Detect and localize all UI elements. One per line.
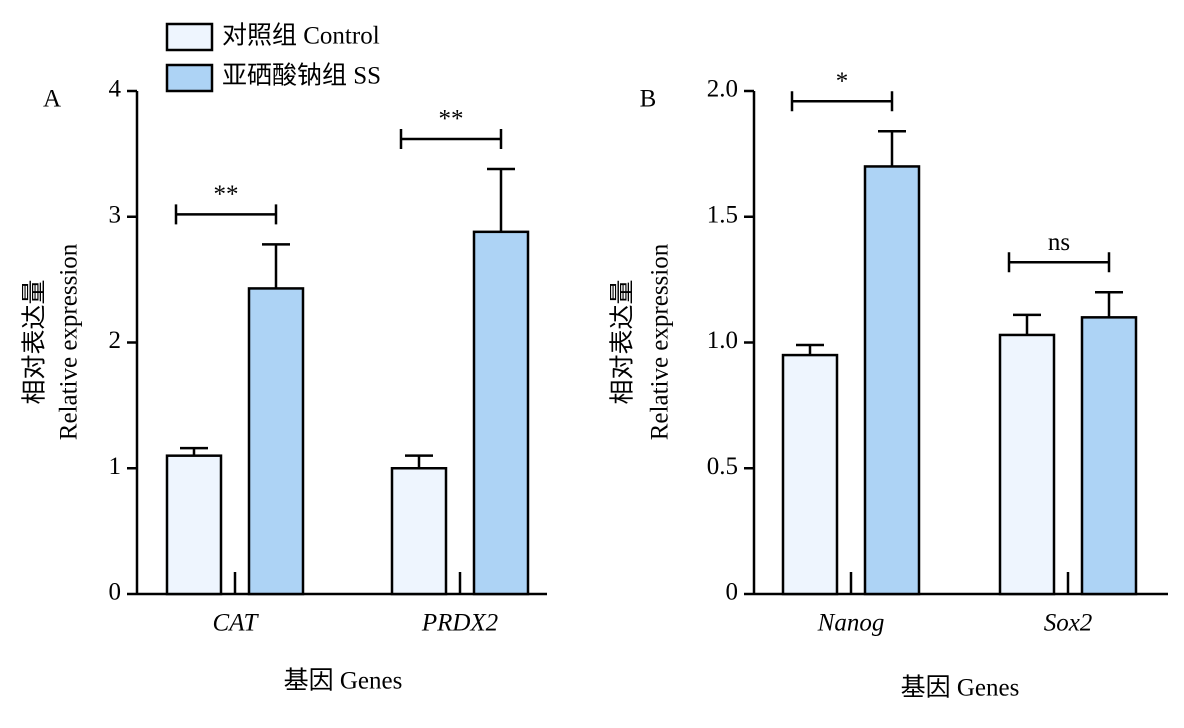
error-bar xyxy=(1095,290,1123,318)
legend-label: 亚硒酸钠组 SS xyxy=(222,62,381,90)
bar xyxy=(390,467,448,596)
y-axis-label: Relative expression xyxy=(647,243,674,440)
x-axis-label: 基因 Genes xyxy=(284,667,403,695)
error-bar xyxy=(262,243,290,289)
significance-bracket xyxy=(790,91,894,112)
y-axis-label: Relative expression xyxy=(56,243,83,440)
significance-label: ** xyxy=(439,106,464,133)
x-axis-label: 基因 Genes xyxy=(901,674,1020,702)
y-tick-label: 0 xyxy=(726,579,739,606)
bar xyxy=(781,353,839,596)
bar xyxy=(165,454,223,596)
y-axis-label: 相对表达量 xyxy=(609,279,637,404)
error-bar xyxy=(487,167,515,232)
bar xyxy=(247,287,305,596)
significance-bracket xyxy=(1007,252,1111,273)
panel-label: B xyxy=(640,86,657,113)
significance-label: ** xyxy=(214,181,239,208)
bar xyxy=(863,165,921,596)
x-tick-label: PRDX2 xyxy=(421,610,498,637)
significance-bracket xyxy=(399,128,503,149)
significance-label: * xyxy=(836,68,849,95)
y-tick-label: 1 xyxy=(109,453,122,480)
error-bar xyxy=(796,343,824,356)
x-tick-label: Sox2 xyxy=(1044,610,1093,637)
legend-swatch xyxy=(165,63,214,93)
y-tick-label: 2 xyxy=(109,327,122,354)
y-tick-label: 3 xyxy=(109,201,122,228)
y-tick-label: 4 xyxy=(109,76,122,103)
bar xyxy=(472,230,530,596)
legend-swatch xyxy=(165,22,214,52)
y-tick-label: 1.0 xyxy=(707,327,738,354)
y-axis-label: 相对表达量 xyxy=(21,279,49,404)
error-bar xyxy=(180,446,208,456)
bar xyxy=(998,333,1056,596)
x-tick-label: Nanog xyxy=(817,610,885,637)
error-bar xyxy=(878,129,906,167)
bar xyxy=(1080,316,1138,596)
legend-label: 对照组 Control xyxy=(222,22,380,50)
y-tick-label: 2.0 xyxy=(707,76,738,103)
panel-label: A xyxy=(43,86,61,113)
y-tick-label: 0 xyxy=(109,579,122,606)
y-tick-label: 0.5 xyxy=(707,453,738,480)
y-tick-label: 1.5 xyxy=(707,201,738,228)
x-tick-label: CAT xyxy=(213,610,260,637)
significance-label: ns xyxy=(1048,229,1070,256)
significance-bracket xyxy=(174,204,278,225)
error-bar xyxy=(405,454,433,469)
error-bar xyxy=(1013,313,1041,335)
